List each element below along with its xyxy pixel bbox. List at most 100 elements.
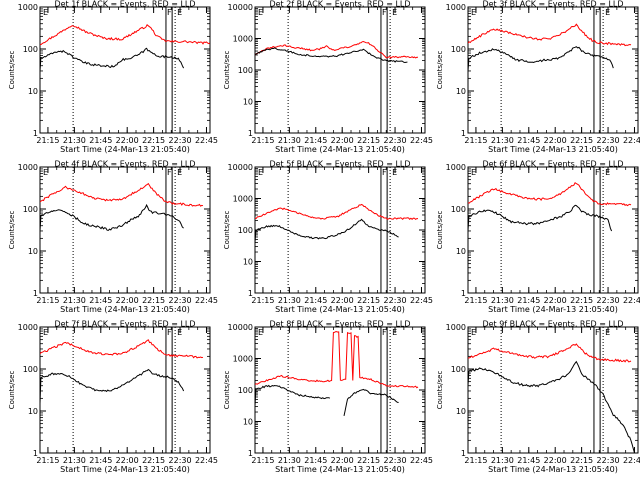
chart-2-flag-label: E: [258, 8, 263, 17]
chart-7-x-axis-label: Start Time (24-Mar-13 21:05:40): [60, 465, 190, 474]
chart-9-title: Det 9f BLACK = Events, RED = LLD: [482, 320, 623, 329]
chart-6-x-tick-label: 21:15: [464, 296, 487, 305]
chart-2-axes-frame: [254, 6, 426, 134]
chart-1-y-axis-label: Counts/sec: [8, 51, 16, 90]
chart-5-x-tick-label: 21:45: [304, 296, 327, 305]
chart-3-flag-label: E: [471, 8, 476, 17]
chart-7-flag-label: E: [177, 328, 182, 337]
chart-4-x-tick-label: 22:15: [142, 296, 165, 305]
chart-4-y-tick-label: 1000: [18, 163, 38, 172]
chart-1-y-tick-label: 1000: [18, 3, 38, 12]
chart-9-series-group: [468, 343, 635, 453]
chart-3-axes-frame: [467, 6, 639, 134]
chart-9-x-tick-label: 21:45: [517, 456, 540, 465]
chart-8-y-axis-label: Counts/sec: [223, 371, 231, 410]
chart-8-series-1-line: [255, 330, 419, 389]
chart-9-x-tick-label: 22:00: [544, 456, 567, 465]
chart-4-x-tick-label: 21:45: [89, 296, 112, 305]
chart-8-x-tick-label: 22:30: [384, 456, 407, 465]
chart-3-x-tick-label: 22:45: [623, 136, 640, 145]
chart-5-flag-label: E: [258, 168, 263, 177]
chart-2-y-tick-label: 1: [248, 129, 253, 138]
chart-2-y-tick-label: 10: [243, 98, 253, 107]
chart-3-flag-label: F: [595, 8, 600, 17]
chart-9-series-2-line: [468, 360, 635, 453]
chart-3-y-tick-label: 100: [451, 45, 466, 54]
chart-2-series-1-line: [255, 40, 419, 59]
chart-1-x-tick-label: 22:30: [169, 136, 192, 145]
chart-1-x-tick-label: 21:15: [36, 136, 59, 145]
chart-9-flag-label: F: [595, 328, 600, 337]
chart-3-x-tick-label: 21:15: [464, 136, 487, 145]
chart-1-y-tick-label: 100: [23, 45, 38, 54]
chart-2-x-tick-label: 21:30: [278, 136, 301, 145]
chart-1-x-tick-label: 22:45: [195, 136, 218, 145]
chart-6-series-group: [468, 181, 632, 232]
chart-2-y-tick-label: 10000: [228, 3, 253, 12]
chart-5-title: Det 5f BLACK = Events, RED = LLD: [269, 160, 410, 169]
chart-1-title: Det 1f BLACK = Events, RED = LLD: [54, 0, 195, 9]
chart-8-y-tick-label: 10: [243, 418, 253, 427]
chart-9-series-1-line: [468, 343, 632, 363]
chart-7-y-tick-label: 1: [33, 449, 38, 458]
chart-8-x-tick-label: 22:15: [357, 456, 380, 465]
chart-4-series-1-line: [40, 182, 204, 207]
chart-7-x-tick-label: 21:15: [36, 456, 59, 465]
chart-1-x-tick-label: 22:15: [142, 136, 165, 145]
chart-5-y-tick-label: 10000: [228, 163, 253, 172]
chart-1-x-tick-label: 21:30: [63, 136, 86, 145]
chart-7-y-axis-label: Counts/sec: [8, 371, 16, 410]
chart-9-x-tick-label: 22:45: [623, 456, 640, 465]
chart-5-flag-label: E: [392, 168, 397, 177]
chart-9-y-tick-label: 100: [451, 365, 466, 374]
chart-2-x-tick-label: 21:15: [251, 136, 274, 145]
chart-5-y-tick-label: 100: [238, 226, 253, 235]
chart-2-x-tick-label: 22:45: [410, 136, 433, 145]
chart-4-title: Det 4f BLACK = Events, RED = LLD: [54, 160, 195, 169]
chart-8-x-axis-label: Start Time (24-Mar-13 21:05:40): [275, 465, 405, 474]
chart-4-x-tick-label: 22:00: [116, 296, 139, 305]
chart-8-series-3-line: [343, 388, 399, 417]
chart-4: Det 4f BLACK = Events, RED = LLD 1 10 100 10…: [8, 160, 218, 315]
chart-5-y-tick-label: 10: [243, 258, 253, 267]
chart-1-axes-frame: [39, 6, 211, 134]
chart-2-x-tick-label: 22:15: [357, 136, 380, 145]
chart-8-y-tick-label: 1000: [233, 355, 253, 364]
chart-7-series-group: [40, 339, 204, 404]
chart-6-flag-label: E: [471, 168, 476, 177]
chart-6: Det 6f BLACK = Events, RED = LLD 1 10 100 10…: [436, 160, 640, 315]
chart-3-y-tick-label: 1000: [446, 3, 466, 12]
chart-2-y-tick-label: 100: [238, 66, 253, 75]
chart-2-flag-label: F: [382, 8, 387, 17]
chart-7-title: Det 7f BLACK = Events, RED = LLD: [54, 320, 195, 329]
chart-8-x-tick-label: 21:30: [278, 456, 301, 465]
chart-5: Det 5f BLACK = Events, RED = LLD 1 10 100 10…: [223, 160, 433, 315]
chart-7: Det 7f BLACK = Events, RED = LLD 1 10 100 10…: [8, 320, 218, 475]
chart-6-x-tick-label: 22:15: [570, 296, 593, 305]
chart-9-y-tick-label: 1000: [446, 323, 466, 332]
chart-8-y-tick-label: 100: [238, 386, 253, 395]
chart-3: Det 3f BLACK = Events, RED = LLD 1 10 100 10…: [436, 0, 640, 154]
chart-7-x-tick-label: 21:30: [63, 456, 86, 465]
chart-5-axes-frame: [254, 166, 426, 294]
chart-3-x-axis-label: Start Time (24-Mar-13 21:05:40): [488, 145, 618, 154]
chart-4-x-axis-label: Start Time (24-Mar-13 21:05:40): [60, 305, 190, 314]
chart-6-x-tick-label: 21:30: [491, 296, 514, 305]
chart-2-x-tick-label: 22:00: [331, 136, 354, 145]
chart-5-y-tick-label: 1000: [233, 195, 253, 204]
chart-8-x-tick-label: 22:00: [331, 456, 354, 465]
chart-8-x-tick-label: 22:45: [410, 456, 433, 465]
chart-6-flag-label: F: [595, 168, 600, 177]
chart-3-series-2-line: [468, 46, 614, 72]
chart-6-series-1-line: [468, 181, 632, 207]
chart-8-axes-frame: [254, 326, 426, 454]
chart-2-series-2-line: [255, 47, 408, 64]
chart-5-x-tick-label: 21:30: [278, 296, 301, 305]
chart-7-flag-label: E: [43, 328, 48, 337]
chart-9-x-axis-label: Start Time (24-Mar-13 21:05:40): [488, 465, 618, 474]
chart-3-y-tick-label: 1: [461, 129, 466, 138]
chart-1-flag-label: E: [43, 8, 48, 17]
chart-7-y-tick-label: 10: [28, 407, 38, 416]
chart-3-x-tick-label: 22:15: [570, 136, 593, 145]
